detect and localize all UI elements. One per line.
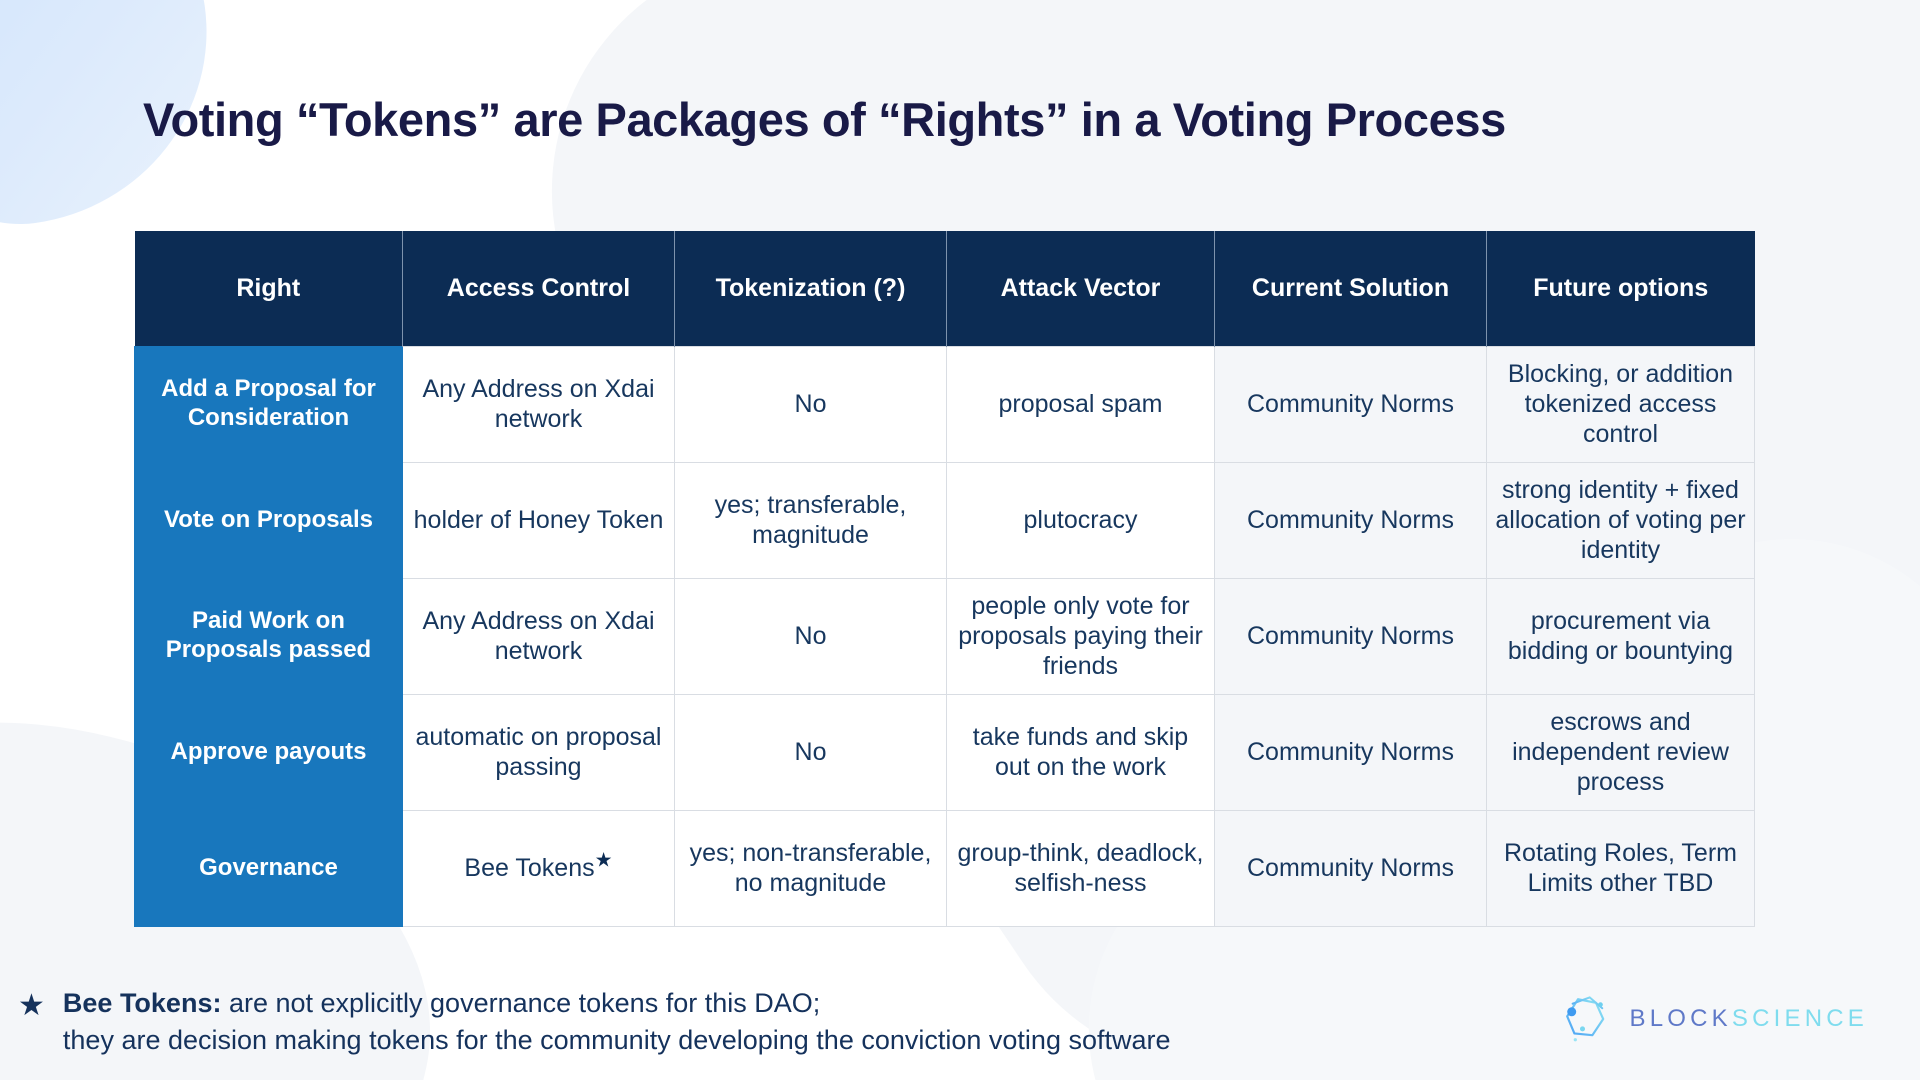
column-header-current-solution: Current Solution: [1214, 231, 1487, 346]
star-icon: ★: [18, 989, 45, 1022]
cell-tokenization: No: [674, 693, 947, 811]
cell-access-control: Any Address on Xdai network: [402, 345, 675, 463]
cell-tokenization: No: [674, 577, 947, 695]
cell-tokenization: yes; transferable, magnitude: [674, 461, 947, 579]
logo-text-block: BLOCK: [1629, 1005, 1732, 1032]
cell-right: Add a Proposal for Consideration: [134, 345, 403, 463]
column-header-tokenization: Tokenization (?): [674, 231, 947, 346]
table-row: Governance Bee Tokens★ yes; non-transfer…: [134, 809, 1755, 927]
cell-future-options: procurement via bidding or bountying: [1486, 577, 1755, 695]
cell-right: Approve payouts: [134, 693, 403, 811]
cell-access-control: Bee Tokens★: [402, 809, 675, 927]
cell-attack-vector: plutocracy: [946, 461, 1215, 579]
cell-current-solution: Community Norms: [1214, 809, 1487, 927]
cell-access-control: Any Address on Xdai network: [402, 577, 675, 695]
cell-attack-vector: take funds and skip out on the work: [946, 693, 1215, 811]
table-row: Add a Proposal for Consideration Any Add…: [134, 345, 1755, 463]
cell-future-options: escrows and independent review process: [1486, 693, 1755, 811]
table-row: Paid Work on Proposals passed Any Addres…: [134, 577, 1755, 695]
cell-future-options: Blocking, or addition tokenized access c…: [1486, 345, 1755, 463]
blockscience-logo: BLOCKSCIENCE: [1560, 992, 1868, 1046]
cell-right: Vote on Proposals: [134, 461, 403, 579]
table-header: Right Access Control Tokenization (?) At…: [134, 231, 1755, 346]
cell-right: Governance: [134, 809, 403, 927]
slide-title: Voting “Tokens” are Packages of “Rights”…: [143, 93, 1506, 146]
cell-attack-vector: people only vote for proposals paying th…: [946, 577, 1215, 695]
cell-current-solution: Community Norms: [1214, 577, 1487, 695]
column-header-future-options: Future options: [1486, 231, 1755, 346]
cell-current-solution: Community Norms: [1214, 345, 1487, 463]
cell-current-solution: Community Norms: [1214, 461, 1487, 579]
blockscience-hexagon-icon: [1565, 996, 1604, 1042]
logo-text-science: SCIENCE: [1731, 1005, 1868, 1032]
cell-tokenization: No: [674, 345, 947, 463]
footnote-text: Bee Tokens: are not explicitly governanc…: [63, 985, 1171, 1058]
cell-attack-vector: group-think, deadlock, selfish-ness: [946, 809, 1215, 927]
cell-current-solution: Community Norms: [1214, 693, 1487, 811]
table-header-row: Right Access Control Tokenization (?) At…: [134, 231, 1755, 346]
cell-right: Paid Work on Proposals passed: [134, 577, 403, 695]
blockscience-logo-text: BLOCKSCIENCE: [1630, 1005, 1868, 1033]
cell-access-control-label: Bee Tokens: [464, 854, 595, 882]
column-header-attack-vector: Attack Vector: [946, 231, 1215, 346]
column-header-right: Right: [134, 231, 403, 346]
cell-future-options: Rotating Roles, Term Limits other TBD: [1486, 809, 1755, 927]
cell-future-options: strong identity + fixed allocation of vo…: [1486, 461, 1755, 579]
footnote-star-icon: ★: [594, 849, 613, 872]
footnote-line-1: are not explicitly governance tokens for…: [221, 988, 821, 1018]
cell-tokenization: yes; non-transferable, no magnitude: [674, 809, 947, 927]
table-row: Vote on Proposals holder of Honey Token …: [134, 461, 1755, 579]
footnote: ★ Bee Tokens: are not explicitly governa…: [18, 985, 1498, 1058]
cell-access-control: holder of Honey Token: [402, 461, 675, 579]
footnote-line-2: they are decision making tokens for the …: [62, 1024, 1171, 1055]
column-header-access-control: Access Control: [402, 231, 675, 346]
table-row: Approve payouts automatic on proposal pa…: [134, 693, 1755, 811]
footnote-label: Bee Tokens:: [62, 988, 222, 1018]
cell-attack-vector: proposal spam: [946, 345, 1215, 463]
cell-access-control: automatic on proposal passing: [402, 693, 675, 811]
rights-table: Right Access Control Tokenization (?) At…: [134, 231, 1755, 927]
table-body: Add a Proposal for Consideration Any Add…: [134, 345, 1755, 927]
rights-table-container: Right Access Control Tokenization (?) At…: [134, 231, 1755, 927]
